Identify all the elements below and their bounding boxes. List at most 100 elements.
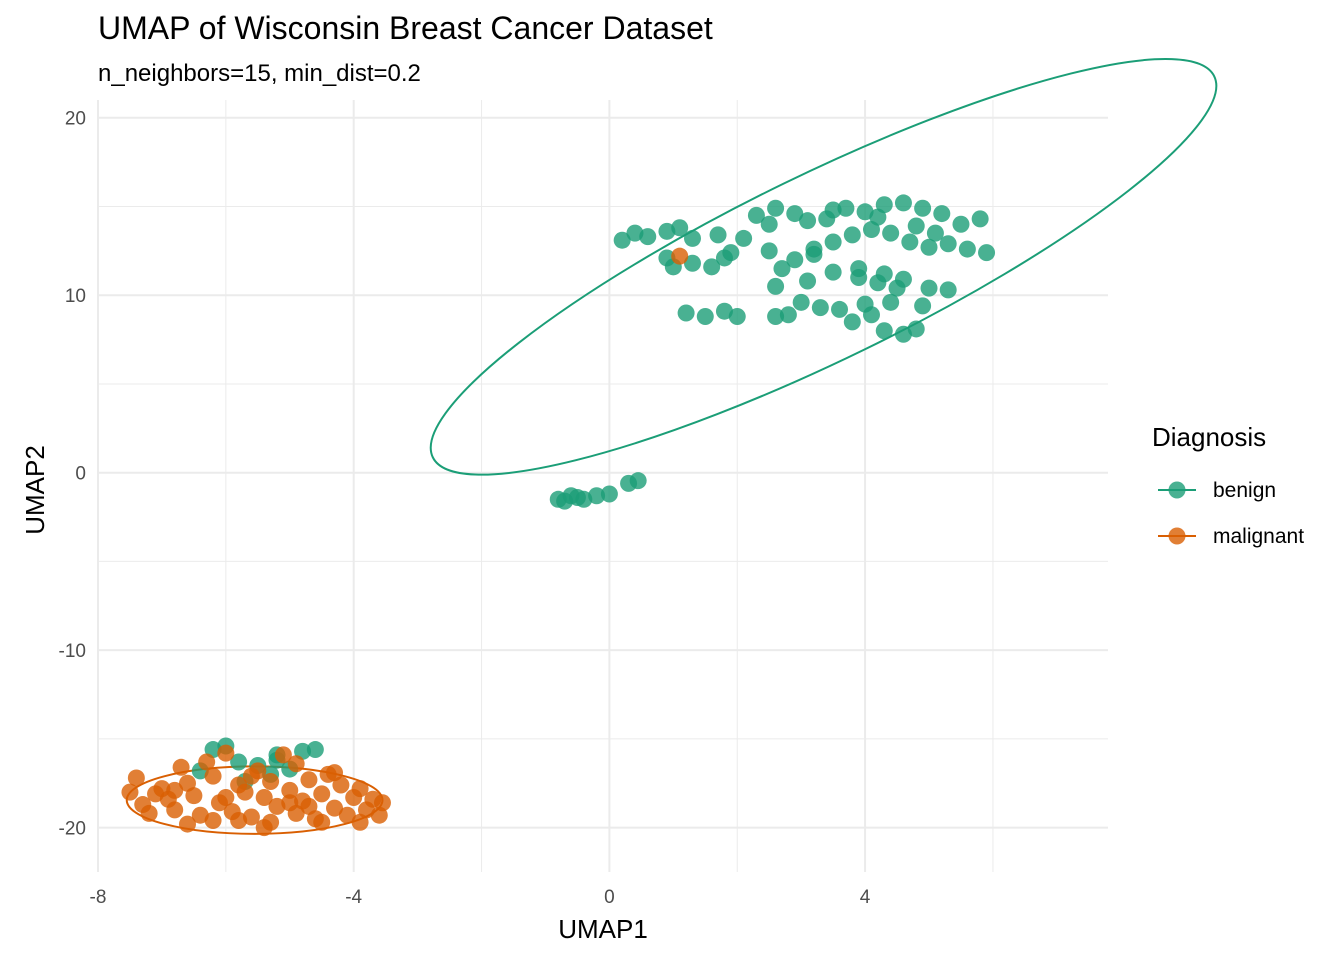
x-axis-title: UMAP1 bbox=[558, 914, 648, 944]
malignant-point bbox=[287, 755, 305, 773]
malignant-point bbox=[262, 772, 280, 790]
benign-point bbox=[850, 268, 868, 286]
malignant-point bbox=[242, 767, 260, 785]
malignant-point bbox=[351, 780, 369, 798]
benign-point bbox=[626, 224, 644, 242]
benign-point bbox=[715, 249, 733, 267]
benign-point bbox=[306, 741, 324, 759]
malignant-point bbox=[281, 794, 299, 812]
benign-point bbox=[843, 226, 861, 244]
malignant-point bbox=[281, 781, 299, 799]
benign-point bbox=[933, 205, 951, 223]
chart-subtitle: n_neighbors=15, min_dist=0.2 bbox=[98, 60, 421, 87]
y-tick-label: -20 bbox=[59, 819, 86, 840]
benign-point bbox=[926, 224, 944, 242]
benign-point bbox=[799, 272, 817, 290]
y-tick-label: 10 bbox=[65, 286, 86, 307]
benign-point bbox=[914, 199, 932, 217]
x-axis-ticks: -8 -4 0 4 bbox=[90, 887, 871, 908]
grid-lines bbox=[97, 100, 1108, 872]
chart-title: UMAP of Wisconsin Breast Cancer Dataset bbox=[98, 10, 713, 46]
x-tick-label: 0 bbox=[604, 887, 615, 908]
malignant-point bbox=[326, 799, 344, 817]
benign-point bbox=[683, 254, 701, 272]
legend: Diagnosis benign malignant bbox=[1152, 422, 1304, 548]
benign-point bbox=[958, 240, 976, 258]
malignant-point bbox=[300, 771, 318, 789]
benign-point bbox=[914, 297, 932, 315]
benign-point bbox=[658, 249, 676, 267]
legend-title: Diagnosis bbox=[1152, 422, 1266, 452]
malignant-point bbox=[185, 787, 203, 805]
benign-point bbox=[629, 472, 647, 490]
benign-point bbox=[894, 325, 912, 343]
malignant-point bbox=[217, 744, 235, 762]
benign-point bbox=[939, 281, 957, 299]
malignant-point bbox=[274, 746, 292, 764]
benign-point bbox=[978, 244, 996, 262]
x-tick-label: 4 bbox=[860, 887, 871, 908]
malignant-point bbox=[242, 808, 260, 826]
benign-point bbox=[600, 485, 618, 503]
malignant-point bbox=[198, 753, 216, 771]
benign-point bbox=[760, 215, 778, 233]
benign-point bbox=[658, 222, 676, 240]
benign-point bbox=[939, 235, 957, 253]
legend-label-malignant: malignant bbox=[1213, 525, 1304, 548]
benign-point bbox=[824, 201, 842, 219]
benign-point bbox=[856, 295, 874, 313]
benign-point bbox=[556, 492, 574, 510]
benign-point bbox=[907, 217, 925, 235]
y-axis-ticks: -20 -10 0 10 20 bbox=[59, 109, 86, 840]
legend-key-point bbox=[1168, 527, 1186, 545]
malignant-point bbox=[166, 781, 184, 799]
benign-ellipse bbox=[429, 58, 1218, 476]
legend-label-benign: benign bbox=[1213, 479, 1276, 502]
benign-point bbox=[779, 306, 797, 324]
benign-point bbox=[230, 753, 248, 771]
malignant-point bbox=[217, 788, 235, 806]
benign-point bbox=[805, 245, 823, 263]
benign-point bbox=[568, 489, 586, 507]
malignant-point bbox=[255, 788, 273, 806]
benign-point bbox=[831, 300, 849, 318]
benign-point bbox=[856, 203, 874, 221]
data-points bbox=[121, 194, 996, 837]
benign-point bbox=[677, 304, 695, 322]
benign-point bbox=[639, 228, 657, 246]
malignant-point bbox=[204, 767, 222, 785]
benign-point bbox=[696, 308, 714, 326]
benign-point bbox=[773, 260, 791, 278]
malignant-point bbox=[255, 819, 273, 837]
benign-point bbox=[799, 212, 817, 230]
benign-point bbox=[715, 302, 733, 320]
malignant-point bbox=[172, 758, 190, 776]
benign-point bbox=[920, 238, 938, 256]
legend-items: benign malignant bbox=[1158, 479, 1304, 548]
benign-point bbox=[786, 205, 804, 223]
malignant-point bbox=[268, 797, 286, 815]
benign-point bbox=[875, 322, 893, 340]
benign-point bbox=[760, 242, 778, 260]
benign-point bbox=[728, 308, 746, 326]
malignant-point bbox=[313, 785, 331, 803]
malignant-point bbox=[373, 794, 391, 812]
x-tick-label: -4 bbox=[345, 887, 362, 908]
benign-point bbox=[683, 229, 701, 247]
benign-point bbox=[671, 219, 689, 237]
malignant-point bbox=[338, 806, 356, 824]
benign-point bbox=[920, 279, 938, 297]
y-tick-label: -10 bbox=[59, 641, 86, 662]
benign-point bbox=[894, 194, 912, 212]
benign-point bbox=[824, 233, 842, 251]
benign-point bbox=[882, 293, 900, 311]
benign-point bbox=[709, 226, 727, 244]
y-axis-title: UMAP2 bbox=[20, 445, 50, 535]
malignant-point bbox=[121, 783, 139, 801]
benign-point bbox=[869, 274, 887, 292]
benign-point bbox=[767, 199, 785, 217]
benign-point bbox=[907, 320, 925, 338]
malignant-point bbox=[313, 813, 331, 831]
malignant-point bbox=[230, 812, 248, 830]
